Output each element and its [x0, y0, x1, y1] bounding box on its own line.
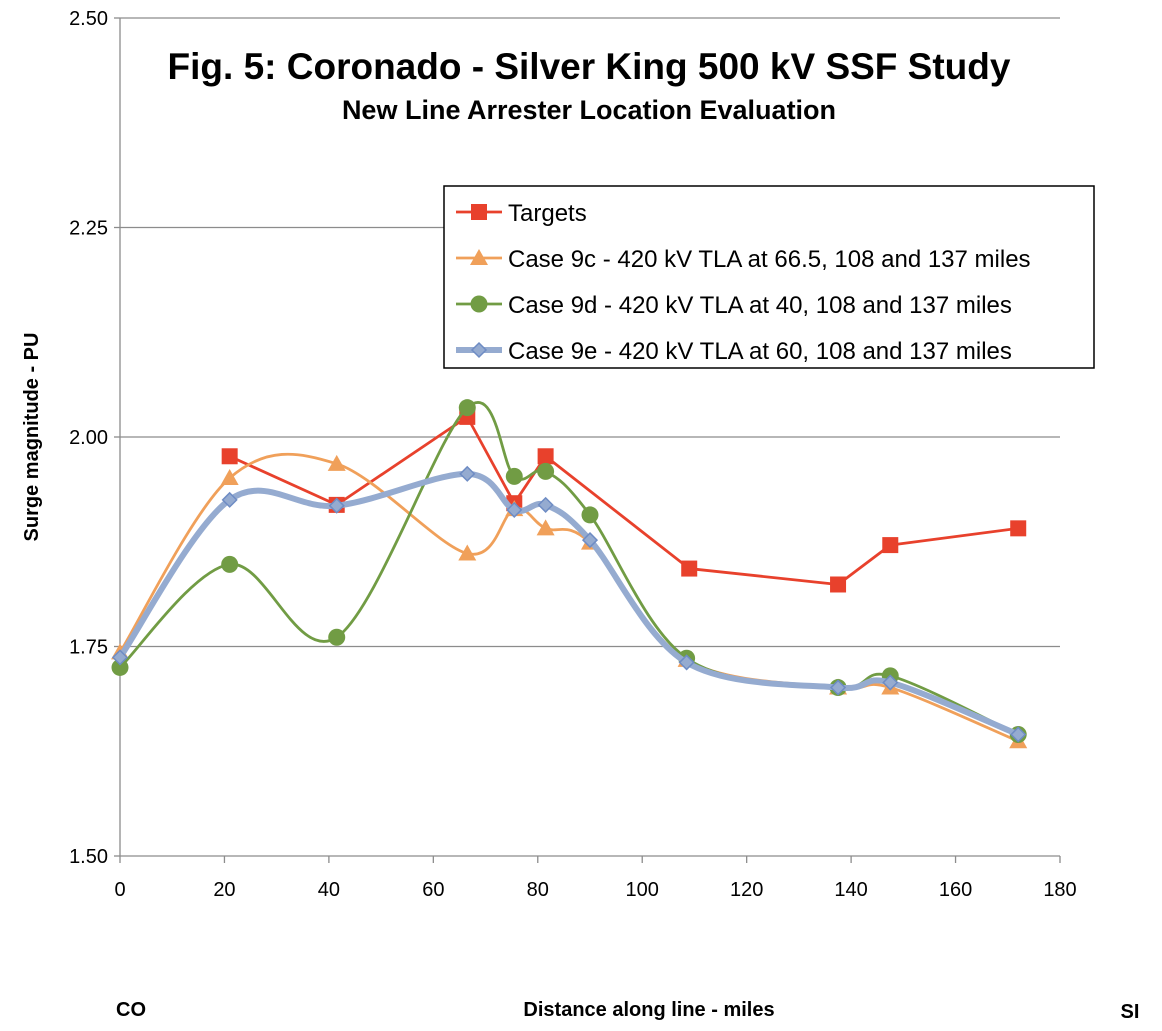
data-series — [111, 399, 1028, 749]
data-point-marker — [327, 454, 346, 471]
y-tick-label: 1.75 — [69, 637, 108, 659]
data-point-marker — [471, 204, 487, 220]
series-4 — [111, 465, 1027, 743]
data-point-marker — [328, 628, 346, 646]
y-tick-label: 2.00 — [69, 427, 108, 449]
series-2 — [111, 452, 1028, 749]
data-point-marker — [470, 341, 488, 359]
data-point-marker — [678, 654, 695, 671]
x-tick-label: 80 — [527, 879, 549, 901]
legend-label: Case 9d - 420 kV TLA at 40, 108 and 137 … — [508, 292, 1012, 319]
data-point-marker — [221, 448, 238, 465]
data-point-marker — [1010, 726, 1027, 743]
data-point-marker — [470, 295, 488, 313]
y-tick-label: 2.25 — [69, 218, 108, 240]
series-line — [118, 452, 1020, 743]
legend-item: Case 9d - 420 kV TLA at 40, 108 and 137 … — [456, 292, 1012, 319]
y-tick-label: 2.50 — [69, 8, 108, 30]
legend-label: Case 9e - 420 kV TLA at 60, 108 and 137 … — [508, 338, 1012, 365]
x-end-label-si: SI — [1121, 1001, 1140, 1023]
legend-item: Case 9e - 420 kV TLA at 60, 108 and 137 … — [456, 338, 1012, 365]
legend: Targets Case 9c - 420 kV TLA at 66.5, 108… — [443, 185, 1095, 369]
data-point-marker — [221, 491, 238, 508]
legend-box — [443, 185, 1095, 369]
data-point-marker — [470, 249, 488, 265]
data-point-marker — [111, 658, 129, 676]
data-point-marker — [681, 560, 698, 577]
x-tick-label: 120 — [730, 879, 763, 901]
data-point-marker — [220, 469, 239, 486]
data-point-marker — [882, 537, 899, 554]
data-point-marker — [830, 576, 847, 593]
data-point-marker — [882, 674, 899, 691]
legend-item: Case 9c - 420 kV TLA at 66.5, 108 and 13… — [456, 246, 1031, 273]
data-point-marker — [581, 506, 599, 524]
x-tick-label: 140 — [834, 879, 867, 901]
x-tick-label: 60 — [422, 879, 444, 901]
data-point-marker — [1010, 520, 1027, 537]
legend-item: Targets — [456, 200, 587, 227]
x-tick-label: 40 — [318, 879, 340, 901]
y-axis-label: Surge magnitude - PU — [21, 333, 43, 542]
data-point-marker — [581, 532, 599, 549]
series-line — [228, 415, 1020, 586]
x-axis-label: Distance along line - miles — [523, 999, 774, 1021]
y-tick-label: 1.50 — [69, 846, 108, 868]
data-point-marker — [458, 399, 476, 417]
x-tick-label: 160 — [939, 879, 972, 901]
chart-title: Fig. 5: Coronado - Silver King 500 kV SS… — [168, 46, 1011, 87]
data-point-marker — [506, 501, 523, 518]
legend-label: Targets — [508, 200, 587, 227]
x-tick-label: 180 — [1043, 879, 1076, 901]
data-point-marker — [505, 467, 523, 485]
axes: 1.50 1.75 2.00 2.25 2.50 0 20 40 60 80 100 120 140 16… — [69, 8, 1077, 901]
data-point-marker — [328, 497, 345, 514]
data-point-marker — [458, 544, 477, 561]
data-point-marker — [221, 555, 239, 573]
data-point-marker — [537, 462, 555, 480]
data-point-marker — [536, 519, 555, 536]
data-point-marker — [537, 496, 554, 513]
data-point-marker — [829, 679, 847, 696]
data-point-marker — [111, 649, 129, 666]
x-end-label-co: CO — [116, 999, 146, 1021]
x-tick-label: 0 — [114, 879, 125, 901]
data-point-marker — [459, 465, 476, 482]
data-point-marker — [537, 448, 554, 465]
chart-subtitle: New Line Arrester Location Evaluation — [342, 95, 836, 125]
series-line — [117, 470, 1022, 738]
legend-label: Case 9c - 420 kV TLA at 66.5, 108 and 13… — [508, 246, 1031, 273]
x-tick-label: 20 — [213, 879, 235, 901]
x-tick-label: 100 — [626, 879, 659, 901]
